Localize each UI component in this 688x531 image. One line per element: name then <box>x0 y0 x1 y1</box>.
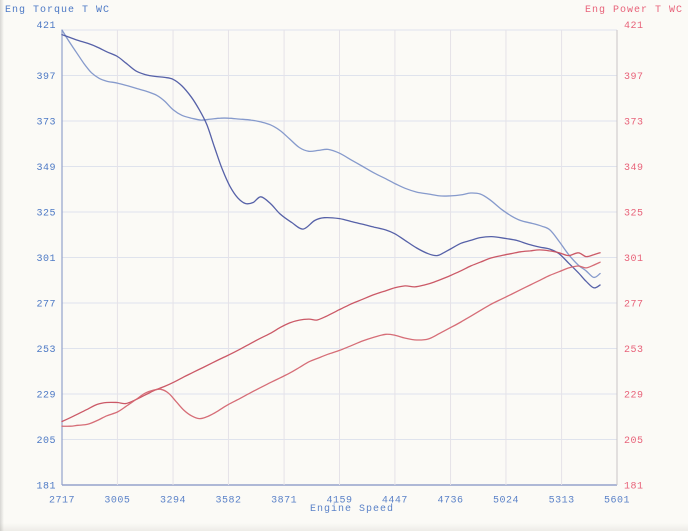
left-tick-181: 181 <box>36 482 56 493</box>
right-tick-229: 229 <box>624 391 644 402</box>
x-tick-5024: 5024 <box>493 496 519 507</box>
right-tick-349: 349 <box>624 163 644 174</box>
right-tick-205: 205 <box>624 436 644 447</box>
left-tick-205: 205 <box>36 436 56 447</box>
left-tick-421: 421 <box>36 21 56 32</box>
scan-shadow-left <box>0 0 4 531</box>
right-tick-325: 325 <box>624 209 644 220</box>
curve-eng-torque-t-wc-run-2 <box>61 34 601 289</box>
right-tick-253: 253 <box>624 345 644 356</box>
left-tick-277: 277 <box>36 300 56 311</box>
x-tick-3871: 3871 <box>271 496 297 507</box>
right-tick-421: 421 <box>624 21 644 32</box>
left-tick-253: 253 <box>36 345 56 356</box>
right-tick-277: 277 <box>624 300 644 311</box>
left-tick-349: 349 <box>36 163 56 174</box>
x-tick-4736: 4736 <box>438 496 464 507</box>
left-tick-229: 229 <box>36 391 56 402</box>
right-axis-title: Eng Power T WC <box>584 5 683 16</box>
right-tick-301: 301 <box>624 254 644 265</box>
right-tick-181: 181 <box>624 482 644 493</box>
x-tick-3294: 3294 <box>160 496 186 507</box>
left-tick-397: 397 <box>36 72 56 83</box>
x-tick-4447: 4447 <box>382 496 408 507</box>
left-tick-301: 301 <box>36 254 56 265</box>
left-axis-title: Eng Torque T WC <box>5 5 111 16</box>
x-tick-5601: 5601 <box>604 496 630 507</box>
right-tick-373: 373 <box>624 118 644 129</box>
x-axis-title: Engine Speed <box>309 504 394 515</box>
left-tick-325: 325 <box>36 209 56 220</box>
left-tick-373: 373 <box>36 118 56 129</box>
right-tick-397: 397 <box>624 72 644 83</box>
curve-eng-power-t-wc-run-2 <box>61 261 601 427</box>
x-tick-3005: 3005 <box>104 496 130 507</box>
x-tick-5313: 5313 <box>549 496 575 507</box>
x-tick-4159: 4159 <box>326 496 352 507</box>
curve-eng-torque-t-wc-run-1 <box>61 29 601 279</box>
curve-eng-power-t-wc-run-1 <box>61 249 601 423</box>
x-tick-2717: 2717 <box>49 496 75 507</box>
scan-shadow-bottom <box>0 523 688 531</box>
x-tick-3582: 3582 <box>215 496 241 507</box>
